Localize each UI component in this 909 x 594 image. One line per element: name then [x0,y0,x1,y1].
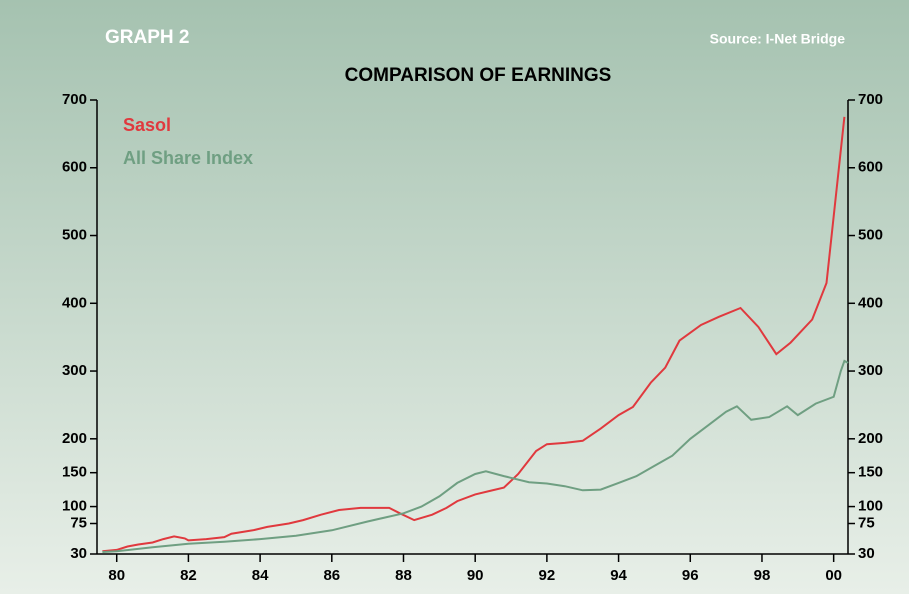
y2-tick-label: 600 [858,159,883,176]
x-tick-label: 98 [754,567,771,584]
x-tick-label: 80 [108,567,125,584]
y-tick-label: 200 [62,430,87,447]
x-tick-label: 86 [323,567,340,584]
legend-label: All Share Index [123,148,253,168]
y2-tick-label: 200 [858,430,883,447]
source: Source: I-Net Bridge [710,31,846,47]
y-tick-label: 400 [62,294,87,311]
y-tick-label: 75 [70,514,87,531]
y-tick-label: 150 [62,464,87,481]
y-tick-label: 500 [62,226,87,243]
x-tick-label: 88 [395,567,412,584]
y-tick-label: 100 [62,498,87,515]
legend-label: Sasol [123,115,171,135]
x-tick-label: 96 [682,567,699,584]
x-tick-label: 94 [610,567,627,584]
y-tick-label: 30 [70,545,87,562]
header: GRAPH 2 [105,27,189,48]
y2-tick-label: 100 [858,498,883,515]
y2-tick-label: 30 [858,545,875,562]
x-tick-label: 92 [539,567,556,584]
y-tick-label: 700 [62,91,87,108]
y2-tick-label: 700 [858,91,883,108]
x-tick-label: 90 [467,567,484,584]
y-tick-label: 600 [62,159,87,176]
y2-tick-label: 150 [858,464,883,481]
line-series [102,116,846,553]
chart-title: COMPARISON OF EARNINGS [345,65,612,86]
x-tick-label: 82 [180,567,197,584]
line-series [102,359,849,553]
y2-tick-label: 500 [858,226,883,243]
y2-tick-label: 400 [858,294,883,311]
y2-tick-label: 300 [858,362,883,379]
y2-tick-label: 75 [858,514,875,531]
y-tick-label: 300 [62,362,87,379]
x-tick-label: 00 [825,567,842,584]
x-tick-label: 84 [252,567,269,584]
